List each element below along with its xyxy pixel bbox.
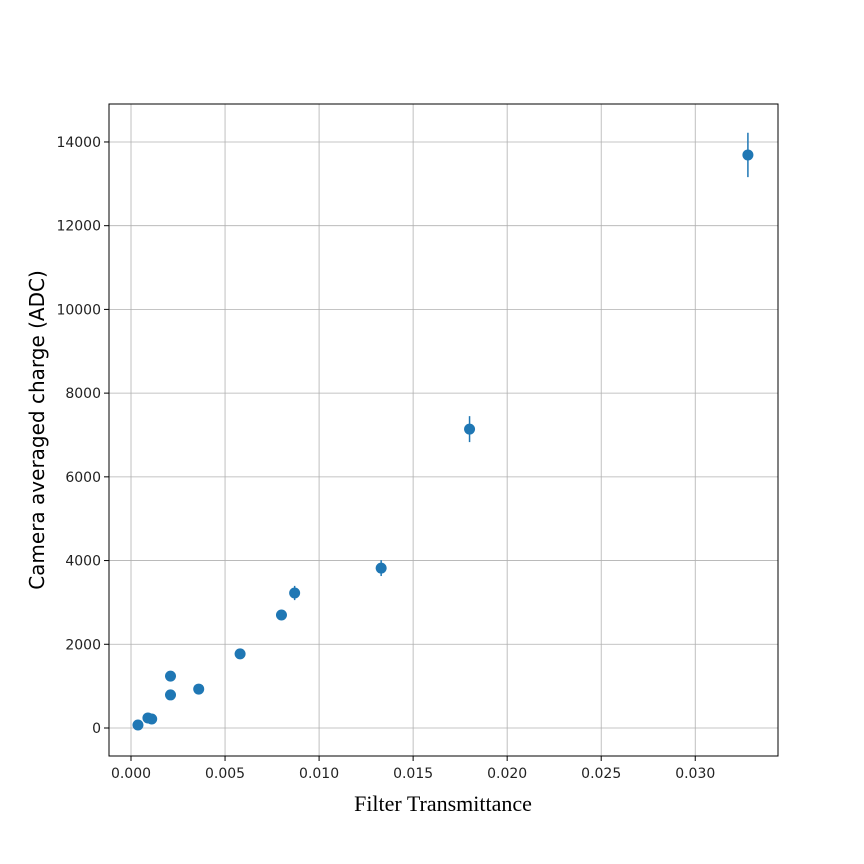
y-tick-label: 4000 [65, 554, 101, 570]
x-tick-label: 0.010 [299, 766, 339, 782]
data-point [234, 648, 246, 660]
data-point [289, 587, 301, 599]
data-point [742, 149, 754, 161]
y-tick-label: 14000 [56, 135, 101, 151]
y-tick-label: 10000 [56, 302, 101, 318]
data-point [193, 683, 205, 695]
y-tick-label: 2000 [65, 637, 101, 653]
x-tick-label: 0.020 [487, 766, 527, 782]
y-tick-label: 8000 [65, 386, 101, 402]
y-tick-label: 0 [92, 721, 101, 737]
data-point [464, 423, 476, 435]
data-point [375, 562, 387, 574]
y-tick-label: 12000 [56, 219, 101, 235]
data-point [275, 609, 287, 621]
grid [109, 104, 778, 756]
x-axis-label: Filter Transmittance [354, 791, 532, 816]
x-tick-label: 0.025 [581, 766, 621, 782]
plot-frame [108, 103, 779, 757]
data-point [165, 670, 177, 682]
data-point [165, 689, 177, 701]
marks [132, 132, 754, 731]
x-tick-label: 0.015 [393, 766, 433, 782]
data-point [146, 713, 158, 725]
y-tick-label: 6000 [65, 470, 101, 486]
x-tick-label: 0.000 [111, 766, 151, 782]
data-point [132, 719, 144, 731]
x-tick-label: 0.005 [205, 766, 245, 782]
x-tick-label: 0.030 [675, 766, 715, 782]
y-axis-label: Camera averaged charge (ADC) [25, 270, 49, 590]
tick-labels: 0.000 0.005 0.010 0.015 0.020 0.025 0.030 0 2000… [56, 135, 715, 782]
